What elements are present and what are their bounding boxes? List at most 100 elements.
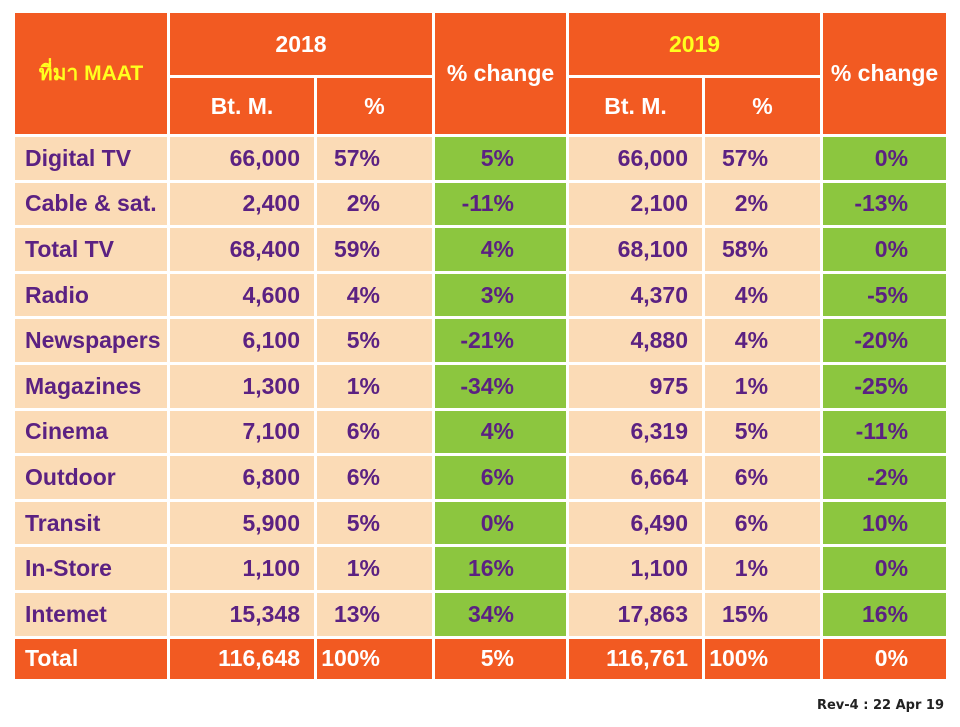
table-row: Transit 5,900 5% 0% 6,490 6% 10% bbox=[12, 498, 950, 548]
pct-change-2019-value: 0% bbox=[820, 544, 950, 593]
pct-change-2019-header: % change bbox=[820, 10, 950, 137]
total-pct-2019: 100% bbox=[702, 635, 824, 682]
pct-2018-value: 4% bbox=[313, 270, 436, 320]
table-row: Newspapers 6,100 5% -21% 4,880 4% -20% bbox=[12, 316, 950, 365]
pct-2018-value: 6% bbox=[313, 453, 436, 502]
pct-change-2019-value: -5% bbox=[820, 270, 950, 320]
pct-2019-value: 5% bbox=[702, 407, 824, 457]
bt-m-2019-header: Bt. M. bbox=[566, 75, 706, 137]
pct-change-2018-value: 6% bbox=[432, 453, 570, 502]
table-row: Outdoor 6,800 6% 6% 6,664 6% -2% bbox=[12, 453, 950, 502]
media-label: Radio bbox=[12, 270, 170, 320]
media-label: Outdoor bbox=[12, 453, 170, 502]
pct-change-2018-value: 4% bbox=[432, 225, 570, 274]
bt-m-2018-value: 6,100 bbox=[167, 316, 317, 365]
pct-change-2018-value: -11% bbox=[432, 179, 570, 229]
year-2018-header: 2018 bbox=[166, 10, 436, 78]
pct-2018-value: 13% bbox=[313, 589, 436, 639]
pct-change-2018-value: 34% bbox=[432, 589, 570, 639]
pct-change-2019-value: -2% bbox=[820, 453, 950, 502]
bt-m-2019-value: 6,490 bbox=[566, 498, 706, 548]
pct-change-2018-value: 5% bbox=[432, 134, 570, 183]
pct-2019-value: 2% bbox=[702, 179, 824, 229]
bt-m-2019-value: 1,100 bbox=[566, 544, 706, 593]
media-spend-table: ที่มา MAAT 2018 % change 2019 % change B… bbox=[12, 10, 950, 682]
pct-change-2019-value: -11% bbox=[820, 407, 950, 457]
pct-change-2018-value: 4% bbox=[432, 407, 570, 457]
bt-m-2019-value: 2,100 bbox=[566, 179, 706, 229]
pct-2018-value: 6% bbox=[313, 407, 436, 457]
pct-change-2018-value: -34% bbox=[432, 361, 570, 411]
bt-m-2019-value: 68,100 bbox=[566, 225, 706, 274]
pct-change-2019-value: 0% bbox=[820, 134, 950, 183]
pct-change-2018-value: 3% bbox=[432, 270, 570, 320]
bt-m-2019-value: 6,664 bbox=[566, 453, 706, 502]
pct-change-2019-value: -20% bbox=[820, 316, 950, 365]
pct-2019-header: % bbox=[702, 75, 824, 137]
table-row: Digital TV 66,000 57% 5% 66,000 57% 0% bbox=[12, 134, 950, 183]
pct-2019-value: 1% bbox=[702, 361, 824, 411]
total-bt-m-2018: 116,648 bbox=[167, 635, 317, 682]
pct-2018-value: 57% bbox=[313, 134, 436, 183]
pct-change-2018-value: -21% bbox=[432, 316, 570, 365]
bt-m-2018-value: 1,100 bbox=[167, 544, 317, 593]
source-header: ที่มา MAAT bbox=[12, 10, 170, 137]
table-row: Cable & sat. 2,400 2% -11% 2,100 2% -13% bbox=[12, 179, 950, 229]
total-pct-change-2019: 0% bbox=[820, 635, 950, 682]
pct-2019-value: 6% bbox=[702, 453, 824, 502]
pct-change-2019-value: -13% bbox=[820, 179, 950, 229]
bt-m-2018-value: 2,400 bbox=[167, 179, 317, 229]
bt-m-2018-value: 66,000 bbox=[167, 134, 317, 183]
pct-2018-value: 1% bbox=[313, 361, 436, 411]
table-row: Radio 4,600 4% 3% 4,370 4% -5% bbox=[12, 270, 950, 320]
revision-note: Rev-4 : 22 Apr 19 bbox=[816, 698, 944, 713]
bt-m-2018-header: Bt. M. bbox=[167, 75, 317, 137]
total-row: Total 116,648 100% 5% 116,761 100% 0% bbox=[12, 635, 950, 682]
pct-2018-value: 59% bbox=[313, 225, 436, 274]
total-bt-m-2019: 116,761 bbox=[566, 635, 706, 682]
pct-2018-value: 5% bbox=[313, 498, 436, 548]
pct-change-2019-value: 0% bbox=[820, 225, 950, 274]
media-label: In-Store bbox=[12, 544, 170, 593]
media-label: Magazines bbox=[12, 361, 170, 411]
bt-m-2019-value: 4,880 bbox=[566, 316, 706, 365]
table-row: In-Store 1,100 1% 16% 1,100 1% 0% bbox=[12, 544, 950, 593]
bt-m-2018-value: 15,348 bbox=[167, 589, 317, 639]
pct-2018-value: 1% bbox=[313, 544, 436, 593]
media-label: Digital TV bbox=[12, 134, 170, 183]
bt-m-2019-value: 975 bbox=[566, 361, 706, 411]
bt-m-2018-value: 68,400 bbox=[167, 225, 317, 274]
pct-change-2018-value: 0% bbox=[432, 498, 570, 548]
pct-2018-value: 2% bbox=[313, 179, 436, 229]
total-pct-change-2018: 5% bbox=[432, 635, 570, 682]
media-label: Cinema bbox=[12, 407, 170, 457]
pct-change-2018-value: 16% bbox=[432, 544, 570, 593]
media-label: Intemet bbox=[12, 589, 170, 639]
table-body: Digital TV 66,000 57% 5% 66,000 57% 0% Cable & … bbox=[12, 134, 950, 682]
pct-change-2018-header: % change bbox=[432, 10, 570, 137]
bt-m-2018-value: 6,800 bbox=[167, 453, 317, 502]
pct-2019-value: 4% bbox=[702, 270, 824, 320]
bt-m-2019-value: 17,863 bbox=[566, 589, 706, 639]
table-row: Intemet 15,348 13% 34% 17,863 15% 16% bbox=[12, 589, 950, 639]
pct-2019-value: 57% bbox=[702, 134, 824, 183]
total-pct-2018: 100% bbox=[313, 635, 436, 682]
pct-2019-value: 58% bbox=[702, 225, 824, 274]
pct-2018-value: 5% bbox=[313, 316, 436, 365]
bt-m-2019-value: 4,370 bbox=[566, 270, 706, 320]
pct-2019-value: 15% bbox=[702, 589, 824, 639]
bt-m-2018-value: 7,100 bbox=[167, 407, 317, 457]
media-label: Transit bbox=[12, 498, 170, 548]
pct-2019-value: 6% bbox=[702, 498, 824, 548]
pct-2019-value: 4% bbox=[702, 316, 824, 365]
bt-m-2019-value: 66,000 bbox=[566, 134, 706, 183]
media-label: Newspapers bbox=[12, 316, 170, 365]
pct-change-2019-value: 10% bbox=[820, 498, 950, 548]
total-label: Total bbox=[12, 635, 170, 682]
pct-change-2019-value: 16% bbox=[820, 589, 950, 639]
media-label: Cable & sat. bbox=[12, 179, 170, 229]
media-label: Total TV bbox=[12, 225, 170, 274]
bt-m-2018-value: 4,600 bbox=[167, 270, 317, 320]
table-row: Magazines 1,300 1% -34% 975 1% -25% bbox=[12, 361, 950, 411]
table-row: Cinema 7,100 6% 4% 6,319 5% -11% bbox=[12, 407, 950, 457]
